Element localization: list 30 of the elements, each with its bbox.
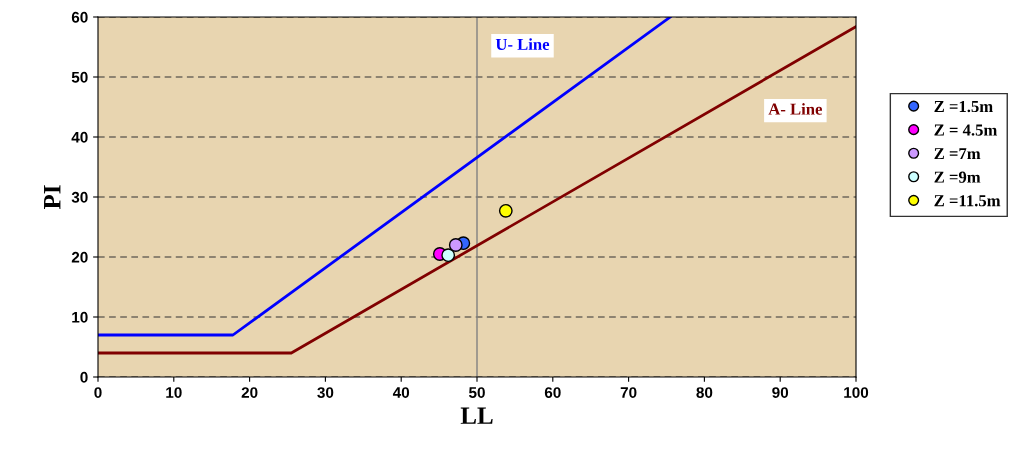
point bbox=[441, 248, 456, 263]
x-tick-label: 0 bbox=[94, 387, 102, 398]
x-tick-label: 70 bbox=[620, 387, 637, 398]
x-tick-label: 20 bbox=[241, 387, 258, 398]
y-tick-label: 10 bbox=[72, 311, 88, 323]
x-tick-label: 30 bbox=[317, 387, 334, 398]
y-tick-label: 20 bbox=[71, 251, 88, 263]
y-tick-label: 0 bbox=[80, 371, 88, 383]
y-axis-title: PI bbox=[44, 185, 61, 210]
legend-label: Z = 4.5m bbox=[934, 124, 998, 136]
legend-label: Z =9m bbox=[934, 171, 981, 183]
y-tick-label: 30 bbox=[71, 191, 88, 203]
legend-label: Z =7m bbox=[934, 148, 981, 160]
point bbox=[498, 203, 513, 218]
x-tick-label: 10 bbox=[166, 387, 182, 398]
x-tick-label: 90 bbox=[772, 387, 789, 398]
y-tick-label: 40 bbox=[71, 131, 88, 143]
x-axis-title: LL bbox=[460, 407, 493, 424]
x-tick-label: 40 bbox=[392, 387, 410, 398]
legend-label: Z =11.5m bbox=[934, 195, 1001, 207]
x-tick-label: 60 bbox=[544, 387, 561, 398]
x-tick-label: 100 bbox=[844, 387, 869, 398]
x-tick-label: 50 bbox=[468, 387, 485, 398]
series-label: A- Line bbox=[768, 103, 823, 115]
legend-label: Z =1.5m bbox=[934, 100, 993, 113]
text: U- Line bbox=[495, 38, 550, 50]
x-tick-label: 80 bbox=[696, 387, 713, 398]
y-tick-label: 60 bbox=[71, 11, 88, 23]
y-tick-label: 50 bbox=[71, 71, 88, 83]
point bbox=[448, 238, 463, 252]
